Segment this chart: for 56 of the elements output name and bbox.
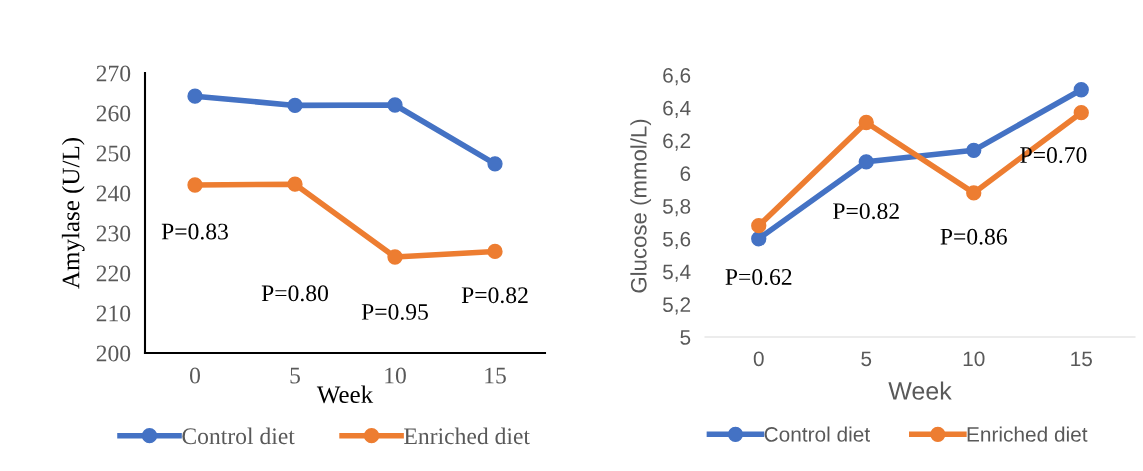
x-tick-label: 10 xyxy=(963,351,985,367)
point xyxy=(966,185,982,201)
x-tick-label: 5 xyxy=(290,367,300,384)
x-tick-label: 0 xyxy=(753,351,764,367)
y-tick-label: 6,4 xyxy=(663,100,691,118)
y-tick-label: 260 xyxy=(96,105,131,122)
x-tick-label: 15 xyxy=(1071,351,1092,367)
y-axis-title: Amylase (U/L) xyxy=(61,138,85,289)
y-tick-label: 240 xyxy=(96,185,131,202)
y-tick-label: 210 xyxy=(96,305,131,322)
annotation: P=0.82 xyxy=(461,287,528,304)
point xyxy=(187,88,203,104)
y-tick-label: 5,2 xyxy=(662,297,691,315)
point xyxy=(487,243,503,260)
y-tick-label: 6,2 xyxy=(663,133,691,151)
point xyxy=(287,176,303,192)
y-tick-label: 200 xyxy=(96,345,131,362)
point xyxy=(751,231,767,247)
legend-label: Enriched diet xyxy=(404,427,530,445)
y-tick-label: 5 xyxy=(680,330,691,345)
annotation: P=0.62 xyxy=(725,269,792,286)
x-tick-label: 5 xyxy=(861,351,872,367)
point xyxy=(858,154,874,170)
y-tick-label: 250 xyxy=(96,145,131,162)
y-tick-label: 270 xyxy=(96,65,131,82)
y-tick-label: 6,6 xyxy=(663,68,691,86)
annotation: P=0.95 xyxy=(361,303,428,320)
annotation: P=0.82 xyxy=(833,203,899,220)
point xyxy=(187,177,203,193)
y-tick-label: 5,8 xyxy=(662,199,691,217)
point xyxy=(387,249,403,265)
point xyxy=(858,114,874,131)
x-axis-title: Week xyxy=(316,385,374,404)
annotation: P=0.80 xyxy=(261,285,328,302)
annotation: P=0.83 xyxy=(161,223,228,240)
point xyxy=(1073,82,1089,98)
legend-label: Control diet xyxy=(764,426,870,442)
point xyxy=(287,97,303,114)
point xyxy=(387,97,403,113)
legend-label: Control diet xyxy=(182,427,295,445)
y-tick-label: 5,4 xyxy=(662,264,691,282)
y-tick-label: 220 xyxy=(96,265,131,282)
y-tick-label: 5,6 xyxy=(662,231,691,249)
y-tick-label: 6 xyxy=(680,166,691,181)
annotation: P=0.86 xyxy=(940,228,1007,245)
point xyxy=(1073,105,1089,121)
x-tick-label: 10 xyxy=(385,367,406,384)
legend-label: Enriched diet xyxy=(967,426,1088,442)
x-axis-title: Week xyxy=(888,381,952,400)
y-axis-title: Glucose (mmol/L) xyxy=(630,119,652,293)
y-tick-label: 230 xyxy=(96,225,131,242)
point xyxy=(966,142,982,158)
x-tick-label: 0 xyxy=(190,367,200,384)
point xyxy=(487,156,503,172)
point xyxy=(751,218,767,234)
x-tick-label: 15 xyxy=(485,367,506,384)
